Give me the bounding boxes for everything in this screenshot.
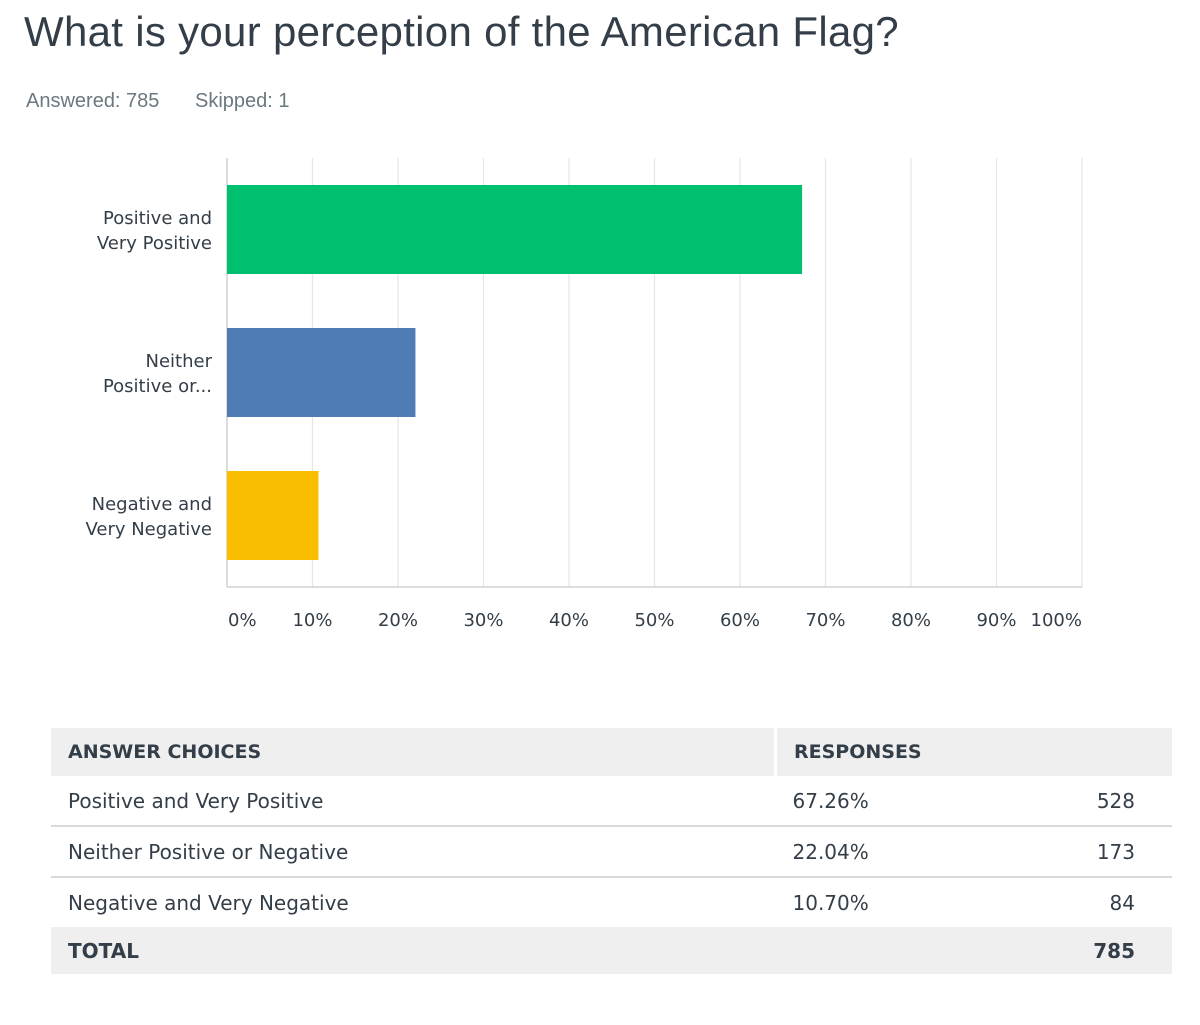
header-responses: RESPONSES [775, 728, 994, 776]
x-tick-label: 100% [1031, 610, 1082, 631]
x-tick-label: 80% [891, 610, 931, 631]
x-tick-label: 20% [378, 610, 418, 631]
choice-cell: Positive and Very Positive [51, 776, 776, 827]
skipped-count: Skipped: 1 [194, 90, 290, 112]
bar [227, 185, 803, 274]
header-count [994, 728, 1172, 776]
x-tick-label: 40% [549, 610, 589, 631]
total-label: TOTAL [51, 927, 776, 974]
total-row: TOTAL 785 [51, 927, 1172, 974]
percent-cell: 22.04% [775, 826, 994, 878]
header-answer-choices: ANSWER CHOICES [51, 728, 777, 776]
count-cell: 84 [994, 877, 1172, 927]
table-row: Positive and Very Positive 67.26% 528 [51, 776, 1172, 827]
total-spacer [775, 927, 994, 974]
x-tick-label: 50% [634, 610, 674, 631]
x-tick-label: 60% [720, 610, 760, 631]
responses-table: ANSWER CHOICES RESPONSES Positive and Ve… [51, 728, 1172, 974]
category-label: Very Negative [85, 519, 212, 540]
count-cell: 173 [994, 826, 1172, 878]
bar [227, 471, 319, 560]
category-label: Negative and [92, 494, 212, 515]
choice-cell: Neither Positive or Negative [51, 826, 776, 878]
x-tick-label: 30% [463, 610, 503, 631]
table-row: Neither Positive or Negative 22.04% 173 [51, 826, 1172, 878]
x-tick-label: 70% [805, 610, 845, 631]
total-value: 785 [994, 927, 1172, 974]
answered-count: Answered: 785 [26, 90, 160, 112]
count-cell: 528 [994, 776, 1172, 827]
category-label: Very Positive [97, 233, 212, 254]
response-summary: Answered: 785 Skipped: 1 [26, 90, 290, 113]
page-title: What is your perception of the American … [24, 8, 899, 55]
responses-table-container: ANSWER CHOICES RESPONSES Positive and Ve… [51, 728, 1172, 974]
category-label: Neither [146, 351, 213, 372]
category-label: Positive and [103, 208, 212, 229]
category-label: Positive or... [103, 376, 212, 397]
table-row: Negative and Very Negative 10.70% 84 [51, 877, 1172, 927]
percent-cell: 10.70% [775, 877, 994, 927]
x-tick-label: 90% [976, 610, 1016, 631]
x-tick-label: 10% [292, 610, 332, 631]
bar [227, 328, 416, 417]
x-tick-label: 0% [228, 610, 257, 631]
bar-chart: Positive and Very Positive Neither Positive… [85, 158, 1083, 631]
choice-cell: Negative and Very Negative [51, 877, 776, 927]
table-header-row: ANSWER CHOICES RESPONSES [51, 728, 1172, 776]
percent-cell: 67.26% [775, 776, 994, 827]
